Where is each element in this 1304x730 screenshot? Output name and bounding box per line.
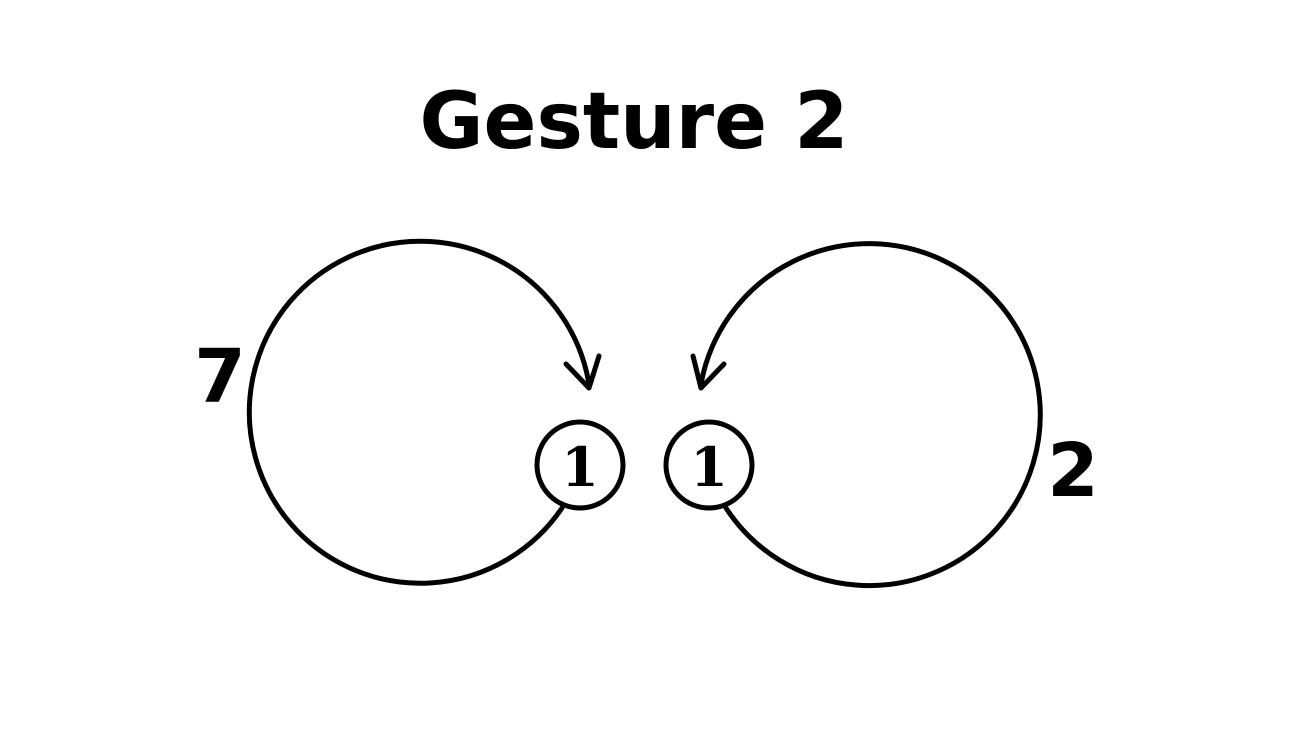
left-gesture: 1 7 [194, 238, 626, 586]
left-gesture-arrowhead [563, 353, 602, 391]
left-gesture-arc [246, 238, 592, 586]
right-gesture-arc [698, 241, 1043, 589]
right-gesture-arrowhead [690, 353, 727, 391]
left-touch-point [534, 419, 626, 511]
diagram-title: Gesture 2 [420, 77, 849, 167]
right-side-label: 2 [1047, 428, 1099, 514]
left-side-label: 7 [194, 334, 246, 420]
right-touch-label: 1 [690, 435, 728, 499]
right-gesture: 1 2 [663, 241, 1099, 589]
right-touch-point [663, 419, 755, 511]
left-touch-label: 1 [561, 435, 599, 499]
